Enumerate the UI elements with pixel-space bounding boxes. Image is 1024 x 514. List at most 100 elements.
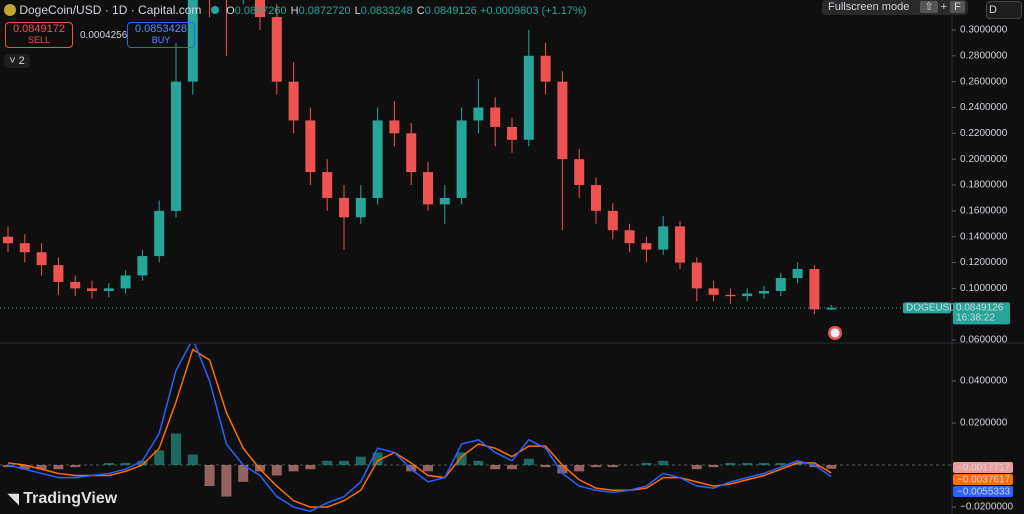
value-badge: −0.0017717 [957, 463, 1011, 474]
key-plus: + [940, 1, 948, 13]
macd-histogram-bar [103, 462, 114, 466]
candle-body [507, 126, 517, 140]
candle-body [775, 278, 786, 291]
candle-body [742, 293, 753, 297]
macd-histogram-bar [742, 462, 753, 466]
macd-histogram-bar [809, 465, 820, 468]
y-tick-label: 0.0600000 [960, 335, 1008, 346]
y-tick-label: 0.1600000 [960, 205, 1008, 216]
macd-histogram-bar [120, 462, 131, 466]
legend-row: DogeCoin/USD · 1D · Capital.com O0.08372… [4, 3, 586, 17]
macd-histogram-bar [792, 462, 803, 466]
macd-histogram-bar [691, 465, 702, 470]
y-tick-label: 0.2600000 [960, 76, 1008, 87]
y-tick-label: 0.1000000 [960, 283, 1008, 294]
macd-histogram-bar [238, 465, 249, 482]
macd-histogram-bar [171, 433, 181, 466]
candle-body [389, 120, 400, 134]
value-badge: −0.0037617 [957, 475, 1011, 486]
candle-body [154, 210, 165, 257]
candle-body [339, 197, 349, 218]
ohlc-value: 0.0849126 [424, 5, 477, 17]
macd-histogram-bar [36, 465, 47, 470]
candle-body [607, 210, 618, 231]
candle-body [70, 281, 81, 289]
key-shift: ⇧ [920, 1, 938, 13]
y-tick-label: −0.0200000 [960, 502, 1014, 513]
symbol-badge: DOGEUSD [906, 303, 957, 314]
macd-histogram-bar [221, 465, 232, 497]
candle-body [456, 120, 467, 198]
macd-histogram-bar [826, 465, 837, 469]
logo[interactable]: ◥ TradingView [8, 490, 118, 507]
sell-button[interactable]: 0.0849172 SELL [5, 22, 73, 48]
macd-histogram-bar [775, 462, 786, 466]
macd-histogram-bar [423, 465, 433, 472]
change: +0.0009803 (+1.17%) [480, 5, 587, 17]
candle-body [826, 307, 837, 310]
candle-body [322, 172, 333, 198]
interval-select[interactable]: D [986, 1, 1022, 19]
event-flag [828, 326, 842, 340]
macd-histogram-bar [591, 465, 601, 468]
candle-body [439, 197, 450, 205]
macd-histogram-bar [154, 450, 165, 466]
price-badge: 0.0849126 [956, 303, 1004, 314]
candle-body [171, 81, 181, 211]
ohlc-value: 0.0872720 [298, 5, 351, 17]
macd-histogram-bar [322, 460, 333, 466]
y-tick-label: 0.2200000 [960, 128, 1008, 139]
price-axis: 0.3000000 0.2800000 0.2600000 0.2400000 0.22… [903, 25, 1014, 513]
y-tick-label: 0.2000000 [960, 154, 1008, 165]
macd-histogram-bar [70, 465, 81, 468]
y-tick-label: 0.2800000 [960, 50, 1008, 61]
key-f: F [950, 1, 965, 13]
macd-histogram-bar [708, 465, 719, 468]
macd-histogram-bar [607, 465, 618, 468]
ohlc-key: C [416, 5, 425, 17]
ohlc-key: H [290, 5, 299, 17]
macd-histogram-bar [574, 465, 585, 472]
candle-body [708, 288, 719, 295]
sell-label: SELL [27, 35, 51, 45]
macd-line [7, 348, 832, 508]
symbol[interactable]: DogeCoin/USD · 1D · Capital.com [19, 3, 202, 17]
ohlc-key: L [354, 5, 361, 17]
candle-body [120, 275, 131, 289]
ohlc-key: O [226, 5, 235, 17]
macd-histogram-bar [53, 465, 64, 470]
buy-button[interactable]: 0.0853428 BUY [127, 22, 195, 48]
macd-histogram-bar [204, 465, 215, 487]
candle-body [137, 256, 148, 276]
coin-icon [4, 4, 16, 16]
macd-histogram-bar [725, 462, 736, 466]
macd-histogram-bar [507, 465, 517, 470]
macd-histogram-bar [355, 456, 366, 466]
candle-body [574, 159, 585, 186]
buy-price: 0.0853428 [135, 23, 187, 35]
candle-body [473, 107, 484, 121]
macd-histogram-bar [19, 465, 30, 470]
symbol-badge-bg [903, 302, 951, 314]
macd-histogram-bar [456, 452, 467, 466]
y-tick-label: 0.2400000 [960, 102, 1008, 113]
macd-histogram-bar [540, 465, 551, 468]
candle-body [490, 107, 501, 127]
candle-body [288, 81, 299, 121]
macd-pane [0, 344, 952, 513]
candle-body [423, 172, 433, 205]
y-tick-label: 0.0200000 [960, 418, 1008, 429]
macd-histogram-bar [372, 452, 383, 466]
candle-body [759, 290, 769, 294]
price-pane [0, 0, 952, 315]
macd-histogram-bar [3, 465, 13, 468]
candle-body [809, 269, 820, 310]
macd-histogram-bar [523, 458, 534, 466]
macd-histogram-bar [137, 460, 148, 466]
indicators-toggle[interactable]: ˅ 2 [4, 54, 30, 68]
candle-body [658, 226, 669, 250]
logo-text: TradingView [23, 490, 118, 507]
candle-body [87, 288, 97, 291]
